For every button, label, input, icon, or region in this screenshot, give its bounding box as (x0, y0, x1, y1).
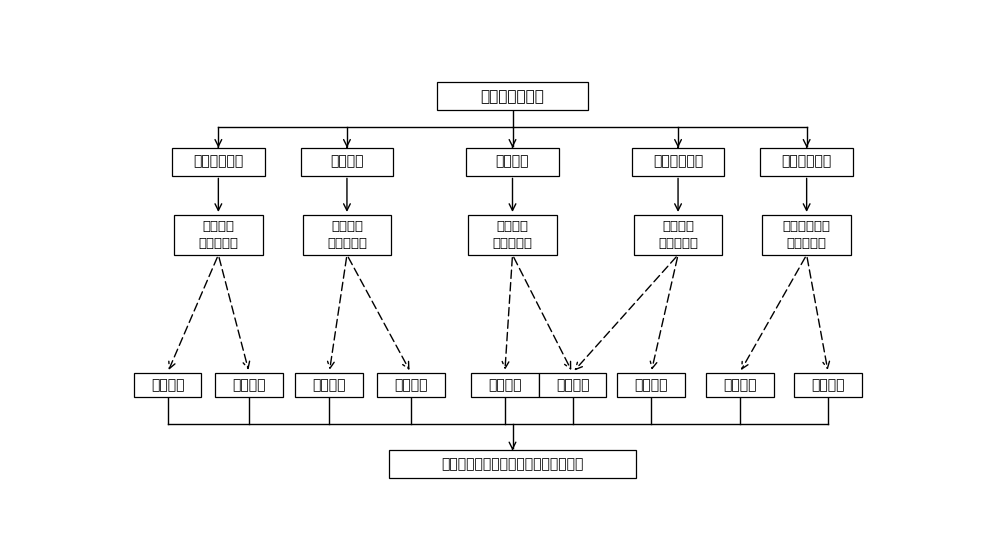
Bar (466, 148, 559, 176)
Text: 传感网节点管理: 传感网节点管理 (481, 89, 544, 104)
Text: 服务接口管理: 服务接口管理 (653, 155, 703, 169)
Text: 约束信息: 约束信息 (811, 378, 845, 392)
Text: 管理信息: 管理信息 (723, 378, 756, 392)
Bar (632, 148, 724, 176)
Bar (634, 215, 722, 255)
Text: 节点标签
元数据构件: 节点标签 元数据构件 (198, 220, 238, 250)
Text: 状态管理: 状态管理 (496, 155, 529, 169)
Bar (301, 148, 393, 176)
Text: 特征信息: 特征信息 (232, 378, 266, 392)
Text: 访问约束管理: 访问约束管理 (782, 155, 832, 169)
Text: 节点性能
元数据构件: 节点性能 元数据构件 (327, 220, 367, 250)
Text: 服务信息: 服务信息 (634, 378, 668, 392)
Text: 能力信息: 能力信息 (312, 378, 346, 392)
Bar (172, 148, 265, 176)
Bar (215, 373, 283, 397)
Bar (377, 373, 445, 397)
Bar (617, 373, 685, 397)
Text: 时空信息: 时空信息 (488, 378, 522, 392)
Bar (437, 83, 588, 110)
Text: 传感网节点元模型九元组信息描述结构: 传感网节点元模型九元组信息描述结构 (441, 457, 584, 472)
Text: 标识信息: 标识信息 (151, 378, 184, 392)
Bar (174, 215, 263, 255)
Text: 节点服务
元数据构件: 节点服务 元数据构件 (658, 220, 698, 250)
Text: 性能管理: 性能管理 (330, 155, 364, 169)
Bar (762, 215, 851, 255)
Bar (303, 215, 391, 255)
Bar (295, 373, 363, 397)
Text: 节点状态
元数据构件: 节点状态 元数据构件 (492, 220, 532, 250)
Text: 一般属性管理: 一般属性管理 (193, 155, 243, 169)
Bar (539, 373, 606, 397)
Bar (134, 373, 201, 397)
Bar (389, 450, 636, 478)
Bar (760, 148, 853, 176)
Text: 运行信息: 运行信息 (556, 378, 589, 392)
Text: 质量信息: 质量信息 (394, 378, 428, 392)
Bar (468, 215, 557, 255)
Bar (706, 373, 774, 397)
Text: 节点可访问性
元数据构件: 节点可访问性 元数据构件 (783, 220, 831, 250)
Bar (794, 373, 862, 397)
Bar (471, 373, 539, 397)
